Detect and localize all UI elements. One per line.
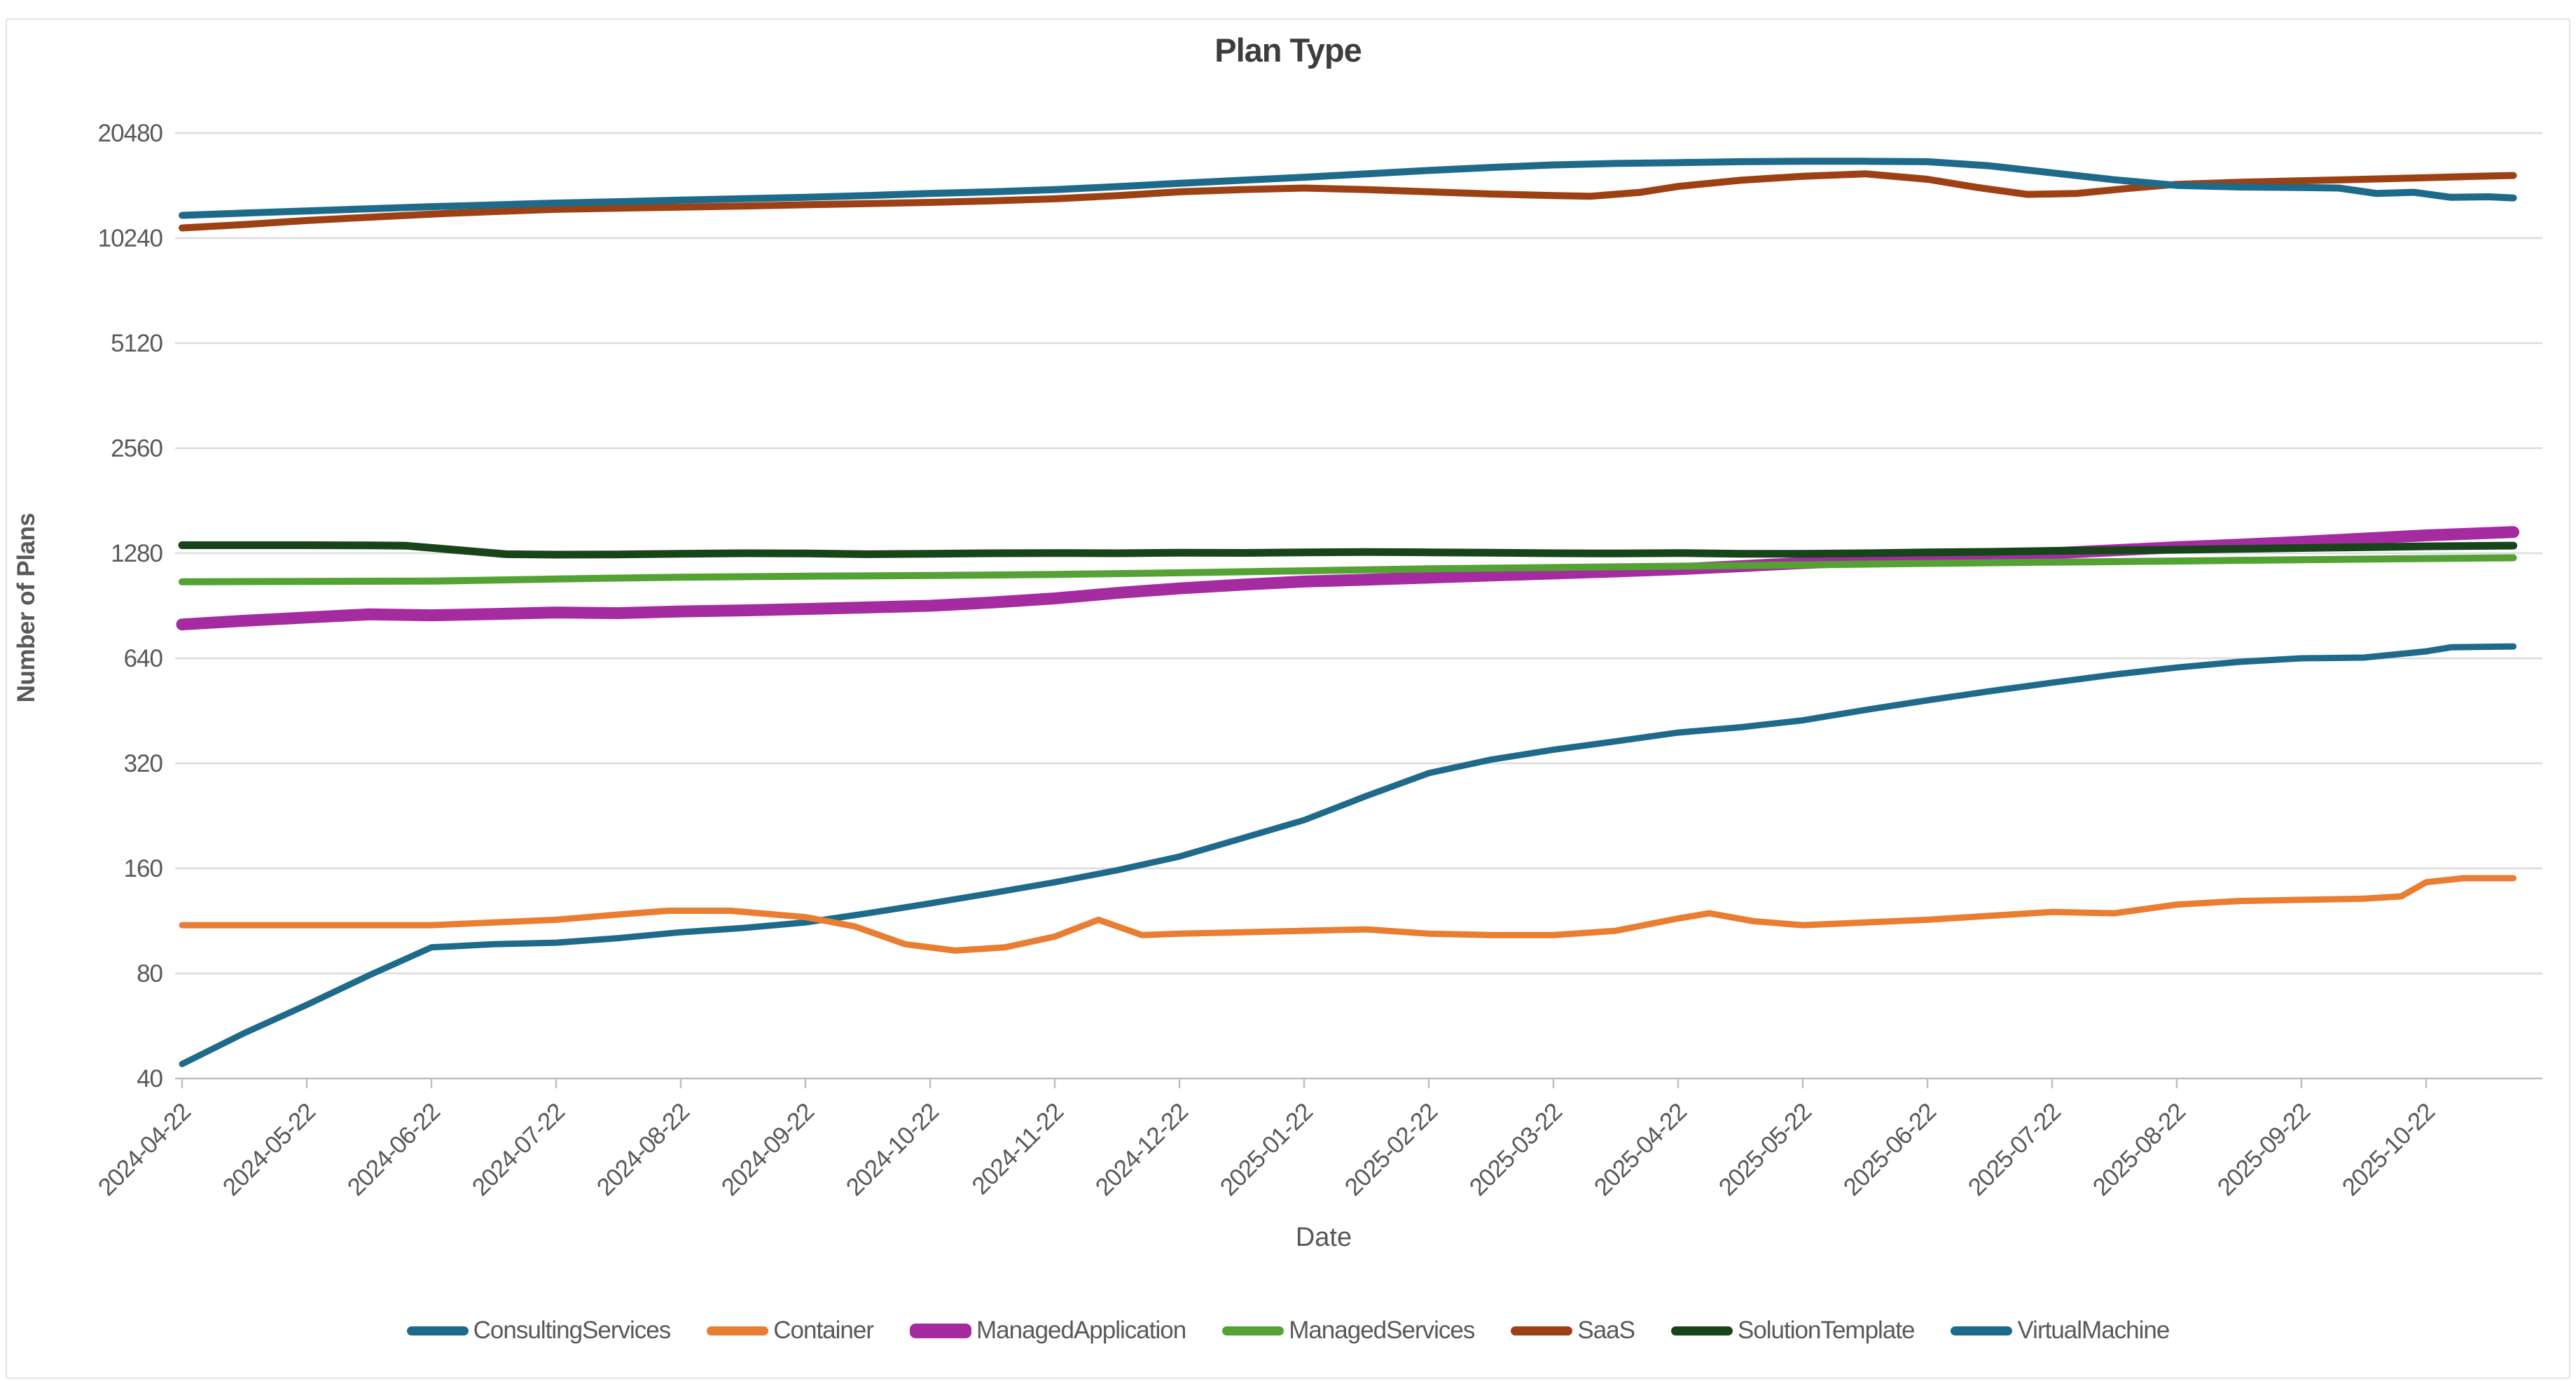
series-line-consultingservices — [179, 643, 2517, 1067]
x-tick-label: 2024-10-22 — [841, 1098, 944, 1201]
y-tick-label: 1280 — [111, 540, 162, 567]
y-tick-label: 320 — [124, 750, 163, 777]
x-tick-label: 2025-03-22 — [1464, 1098, 1567, 1201]
x-tick-label: 2024-12-22 — [1090, 1098, 1193, 1201]
container-legend-swatch-icon — [707, 1326, 769, 1335]
legend-label: SaaS — [1577, 1317, 1635, 1344]
legend: ConsultingServices Container ManagedApplic… — [0, 1317, 2576, 1345]
y-tick-label: 5120 — [111, 330, 162, 357]
series-line-saas — [179, 170, 2517, 232]
legend-item-managedservices[interactable]: ManagedServices — [1222, 1317, 1475, 1345]
legend-item-virtualmachine[interactable]: VirtualMachine — [1951, 1317, 2170, 1345]
x-tick-label: 2025-07-22 — [1963, 1098, 2066, 1201]
managedservices-legend-swatch-icon — [1222, 1326, 1284, 1335]
x-tick-label: 2024-04-22 — [93, 1098, 196, 1201]
legend-item-saas[interactable]: SaaS — [1511, 1317, 1635, 1345]
x-tick-label: 2025-08-22 — [2088, 1098, 2191, 1201]
legend-label: ManagedApplication — [976, 1317, 1186, 1344]
y-tick-label: 10240 — [98, 225, 163, 252]
x-tick-label: 2025-05-22 — [1714, 1098, 1817, 1201]
chart-title: Plan Type — [1214, 32, 1362, 69]
x-tick-label: 2024-05-22 — [218, 1098, 321, 1201]
legend-label: SolutionTemplate — [1737, 1317, 1915, 1344]
legend-item-managedapplication[interactable]: ManagedApplication — [910, 1317, 1186, 1345]
y-tick-label: 160 — [124, 855, 163, 882]
virtualmachine-legend-swatch-icon — [1951, 1326, 2013, 1335]
x-tick-label: 2024-09-22 — [716, 1098, 819, 1201]
y-tick-label: 20480 — [98, 120, 163, 147]
legend-label: ConsultingServices — [473, 1317, 672, 1344]
managedapplication-legend-swatch-icon — [910, 1323, 972, 1338]
x-tick-label: 2024-06-22 — [342, 1098, 445, 1201]
x-tick-label: 2025-04-22 — [1589, 1098, 1692, 1201]
x-tick-label: 2025-01-22 — [1215, 1098, 1318, 1201]
solutiontemplate-legend-swatch-icon — [1670, 1326, 1733, 1335]
series-line-solutiontemplate — [178, 541, 2518, 559]
series-line-container — [179, 875, 2517, 954]
x-tick-label: 2025-02-22 — [1340, 1098, 1443, 1201]
saas-legend-swatch-icon — [1511, 1326, 1573, 1335]
x-tick-label: 2024-07-22 — [467, 1098, 570, 1201]
x-tick-label: 2024-11-22 — [967, 1098, 1068, 1200]
legend-label: VirtualMachine — [2017, 1317, 2170, 1344]
y-tick-label: 2560 — [111, 435, 162, 462]
series-line-virtualmachine — [179, 158, 2517, 219]
legend-item-consultingservices[interactable]: ConsultingServices — [406, 1317, 672, 1345]
consultingservices-legend-swatch-icon — [406, 1326, 469, 1335]
x-tick-label: 2025-09-22 — [2213, 1098, 2315, 1201]
legend-item-solutiontemplate[interactable]: SolutionTemplate — [1670, 1317, 1915, 1345]
y-tick-label: 40 — [137, 1065, 162, 1092]
x-tick-label: 2024-08-22 — [592, 1098, 695, 1201]
legend-label: Container — [773, 1317, 874, 1344]
legend-item-container[interactable]: Container — [707, 1317, 874, 1345]
series-line-managedservices — [179, 554, 2517, 585]
legend-label: ManagedServices — [1289, 1317, 1475, 1344]
x-axis-title: Date — [1295, 1223, 1352, 1252]
y-tick-label: 640 — [124, 645, 163, 672]
x-tick-label: 2025-10-22 — [2337, 1098, 2440, 1201]
y-tick-label: 80 — [137, 960, 162, 987]
x-tick-label: 2025-06-22 — [1838, 1098, 1941, 1201]
